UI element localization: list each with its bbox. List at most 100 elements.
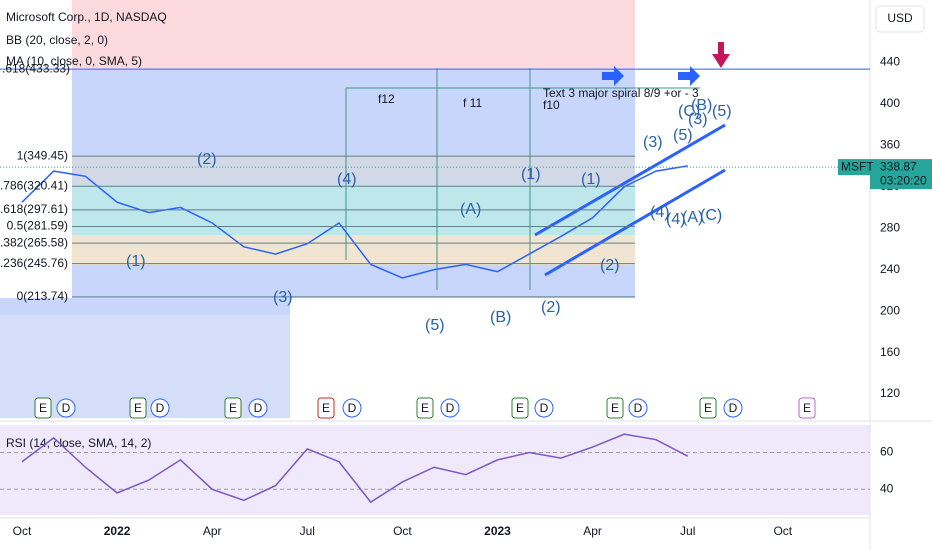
wave-label: (A) [460, 201, 481, 218]
event-icon [699, 397, 717, 419]
event-icon [150, 398, 170, 418]
event-icon [798, 397, 816, 419]
arrow-icon [712, 42, 730, 68]
y-tick-label: 240 [880, 262, 900, 276]
y-tick-label: 120 [880, 386, 900, 400]
last-price-box [870, 159, 932, 190]
symbol-label: MSFT [841, 159, 874, 173]
price-line [21, 433, 689, 504]
event-icon [723, 398, 743, 418]
x-tick-label: Jul [300, 524, 315, 538]
x-tick-label: Jul [680, 524, 695, 538]
fib-label: 1(349.45) [17, 148, 68, 162]
symbol-box [838, 159, 870, 176]
wave-label: (2) [197, 151, 217, 168]
event-label: E [229, 401, 237, 415]
event-label: D [446, 401, 455, 415]
event-icon [440, 398, 460, 418]
wave-label: (3) [273, 289, 293, 306]
event-label: D [62, 401, 71, 415]
chart-title: Microsoft Corp., 1D, NASDAQ [6, 10, 167, 24]
wave-label: (3) [688, 111, 708, 128]
channel-line [534, 123, 726, 237]
event-label: D [348, 401, 357, 415]
wave-label: (A) [682, 209, 703, 226]
wave-label: (1) [581, 171, 601, 188]
event-label: E [421, 401, 429, 415]
wave-label: (2) [600, 257, 620, 274]
y-tick-label: 200 [880, 303, 900, 317]
event-icon [317, 397, 335, 419]
event-icon [224, 397, 242, 419]
rsi-label: RSI (14, close, SMA, 14, 2) [6, 436, 151, 450]
event-icon [248, 398, 268, 418]
wave-label: (C) [700, 207, 722, 224]
wave-label: (2) [541, 299, 561, 316]
fib-label: .382(265.58) [0, 235, 68, 249]
fib-label: .618(297.61) [0, 202, 68, 216]
y-tick-label: 60 [880, 445, 894, 459]
fib-label: .618(433.33) [2, 61, 70, 75]
rsi-background [0, 425, 870, 515]
event-icon [416, 397, 434, 419]
x-tick-label: Oct [393, 524, 412, 538]
event-icon [342, 398, 362, 418]
x-tick-label: 2022 [104, 524, 131, 538]
event-icon [56, 398, 76, 418]
x-tick-label: Apr [203, 524, 222, 538]
currency[interactable]: USD [887, 11, 913, 25]
currency-button[interactable] [875, 5, 925, 33]
wave-label: (4) [337, 171, 357, 188]
x-tick-label: Oct [773, 524, 792, 538]
wave-label: (C) [678, 103, 700, 120]
event-label: D [729, 401, 738, 415]
annotation: f 11 [463, 96, 482, 110]
annotation: f12 [378, 92, 395, 106]
fib-band [72, 235, 635, 265]
indicator-label: BB (20, close, 2, 0) [6, 33, 108, 47]
event-label: D [634, 401, 643, 415]
fib-band [72, 155, 635, 185]
event-label: E [322, 401, 330, 415]
wave-label: (4) [650, 204, 670, 221]
event-label: D [156, 401, 165, 415]
y-tick-label: 160 [880, 345, 900, 359]
y-tick-label: 40 [880, 481, 894, 495]
event-icon [534, 398, 554, 418]
event-icon [511, 397, 529, 419]
event-icon [606, 397, 624, 419]
event-label: D [254, 401, 263, 415]
event-label: E [611, 401, 619, 415]
event-label: E [803, 401, 811, 415]
indicator-label: MA (10, close, 0, SMA, 5) [6, 54, 142, 68]
wave-label: (5) [425, 317, 445, 334]
price-line [21, 165, 688, 279]
y-tick-label: 280 [880, 220, 900, 234]
event-label: E [39, 401, 47, 415]
y-tick-label: 400 [880, 96, 900, 110]
y-tick-label: 360 [880, 137, 900, 151]
wave-label: (1) [126, 253, 146, 270]
x-tick-label: Apr [583, 524, 602, 538]
event-label: E [516, 401, 524, 415]
event-label: E [704, 401, 712, 415]
wave-label: (3) [643, 134, 663, 151]
fib-label: .236(245.76) [0, 256, 68, 270]
arrow-icon [602, 66, 624, 86]
wave-label: (5) [673, 127, 693, 144]
x-tick-label: 2023 [484, 524, 511, 538]
annotation: Text 3 major spiral 8/9 +or - 3 [543, 86, 699, 100]
x-tick-label: Oct [13, 524, 32, 538]
last-price-label: 338.87 [880, 159, 917, 173]
wave-label: (4) [666, 211, 686, 228]
countdown-label: 03:20:20 [880, 173, 927, 187]
arrow-icon [678, 66, 700, 86]
annotation: f10 [543, 98, 560, 112]
event-icon [129, 397, 147, 419]
fib-label: 0.5(281.59) [7, 219, 68, 233]
channel-line [544, 168, 726, 277]
wave-label: (1) [521, 166, 541, 183]
event-icon [628, 398, 648, 418]
event-icon [34, 397, 52, 419]
